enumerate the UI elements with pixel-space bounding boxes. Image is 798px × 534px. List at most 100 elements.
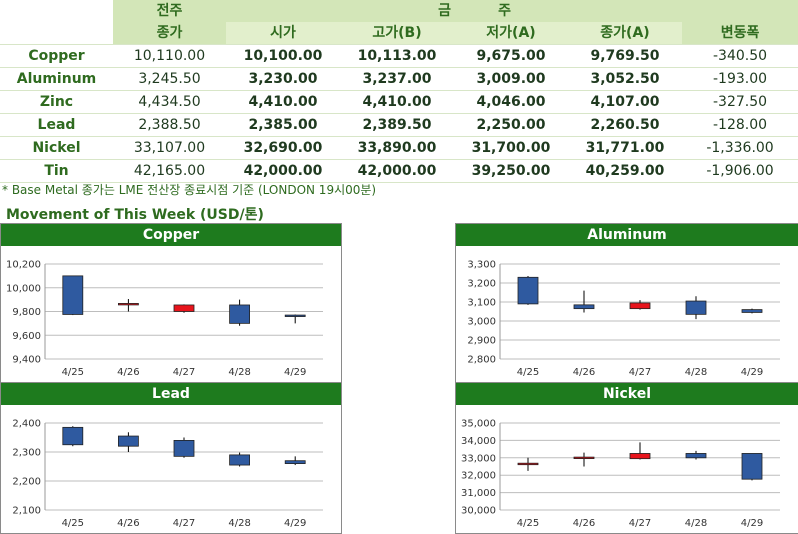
- chart-title: Lead: [1, 383, 341, 405]
- y-tick-label: 9,400: [12, 355, 41, 366]
- y-tick-label: 3,100: [467, 298, 496, 309]
- candle-body: [229, 304, 251, 324]
- x-tick-label: 4/29: [284, 518, 306, 529]
- change-cell: -340.50: [682, 44, 798, 68]
- candle-body: [517, 462, 539, 466]
- candle-body: [118, 435, 139, 447]
- candle-body: [229, 454, 251, 466]
- open-cell: 2,385.00: [226, 113, 340, 137]
- candle-body: [173, 304, 195, 312]
- table-row: Zinc 4,434.50 4,410.00 4,410.00 4,046.00 4,10…: [0, 90, 798, 114]
- y-tick-label: 32,000: [461, 471, 496, 482]
- change-cell: -1,336.00: [682, 136, 798, 160]
- chart-panel-nickel: Nickel 30,000 31,000 32,000 33,000 34,000 35,…: [455, 382, 798, 534]
- x-tick-label: 4/26: [117, 367, 139, 378]
- y-tick-label: 2,800: [467, 355, 496, 366]
- x-tick-label: 4/26: [573, 367, 595, 378]
- table-row: Aluminum 3,245.50 3,230.00 3,237.00 3,009.00…: [0, 67, 798, 91]
- open-cell: 3,230.00: [226, 67, 340, 91]
- x-tick-label: 4/26: [117, 518, 139, 529]
- y-tick-label: 2,100: [12, 506, 41, 517]
- table-row: Copper 10,110.00 10,100.00 10,113.00 9,675.0…: [0, 44, 798, 68]
- open-cell: 42,000.00: [226, 159, 340, 183]
- chart-panel-lead: Lead 2,100 2,200 2,300 2,400 4/25 4/26 4/27 4/2…: [0, 382, 342, 534]
- metal-name: Zinc: [0, 90, 113, 114]
- y-tick-label: 2,200: [12, 477, 41, 488]
- chart-panel-aluminum: Aluminum 2,800 2,900 3,000 3,100 3,200 3,300 4…: [455, 223, 798, 383]
- header-open: 시가: [226, 22, 340, 45]
- y-tick-label: 31,000: [461, 488, 496, 499]
- close-cell: 2,260.50: [568, 113, 682, 137]
- close-cell: 31,771.00: [568, 136, 682, 160]
- copper-candlestick-chart: 9,400 9,600 9,800 10,000 10,200 4/25 4/26 4/27 4…: [6, 260, 323, 378]
- section-title: Movement of This Week (USD/톤): [6, 207, 264, 223]
- candle-body: [517, 276, 539, 305]
- x-tick-label: 4/25: [62, 367, 84, 378]
- x-tick-label: 4/27: [173, 518, 195, 529]
- metal-name: Tin: [0, 159, 113, 183]
- prev-close-cell: 33,107.00: [113, 136, 226, 160]
- candle-body: [685, 300, 707, 315]
- y-tick-label: 3,300: [467, 260, 496, 271]
- change-cell: -193.00: [682, 67, 798, 91]
- candle-body: [118, 303, 139, 306]
- candle-body: [741, 309, 763, 313]
- nickel-candlestick-chart: 30,000 31,000 32,000 33,000 34,000 35,000 4/25…: [461, 419, 780, 529]
- metal-name: Nickel: [0, 136, 113, 160]
- y-tick-label: 34,000: [461, 436, 496, 447]
- y-tick-label: 2,300: [12, 448, 41, 459]
- x-tick-label: 4/28: [685, 518, 707, 529]
- y-tick-label: 10,200: [6, 260, 41, 271]
- high-cell: 3,237.00: [340, 67, 454, 91]
- prev-close-cell: 42,165.00: [113, 159, 226, 183]
- x-tick-label: 4/27: [629, 518, 651, 529]
- header-close: 종가(A): [568, 22, 682, 45]
- candle-body: [741, 453, 763, 480]
- y-tick-label: 35,000: [461, 419, 496, 430]
- x-tick-label: 4/25: [517, 367, 539, 378]
- header-this-week-a: 금: [438, 3, 452, 19]
- metal-name: Aluminum: [0, 67, 113, 91]
- low-cell: 31,700.00: [454, 136, 568, 160]
- x-tick-label: 4/29: [741, 518, 763, 529]
- low-cell: 39,250.00: [454, 159, 568, 183]
- open-cell: 4,410.00: [226, 90, 340, 114]
- x-tick-label: 4/28: [685, 367, 707, 378]
- chart-panel-copper: Copper 9,400 9,600 9,800 10,000 10,200 4/25 4/…: [0, 223, 342, 383]
- y-tick-label: 30,000: [461, 506, 496, 517]
- candle-body: [284, 460, 306, 465]
- header-high: 고가(B): [340, 22, 454, 45]
- x-tick-label: 4/28: [228, 367, 250, 378]
- high-cell: 10,113.00: [340, 44, 454, 68]
- low-cell: 4,046.00: [454, 90, 568, 114]
- high-cell: 42,000.00: [340, 159, 454, 183]
- change-cell: -128.00: [682, 113, 798, 137]
- y-tick-label: 3,200: [467, 279, 496, 290]
- metal-name: Copper: [0, 44, 113, 68]
- open-cell: 32,690.00: [226, 136, 340, 160]
- candle-body: [62, 275, 84, 315]
- change-cell: -1,906.00: [682, 159, 798, 183]
- x-tick-label: 4/29: [284, 367, 306, 378]
- prev-close-cell: 3,245.50: [113, 67, 226, 91]
- chart-title: Aluminum: [456, 224, 798, 246]
- chart-title: Copper: [1, 224, 341, 246]
- candle-body: [629, 302, 651, 310]
- x-tick-label: 4/27: [629, 367, 651, 378]
- footnote: * Base Metal 종가는 LME 전산장 종료시점 기준 (LONDON…: [2, 183, 377, 197]
- prev-close-cell: 4,434.50: [113, 90, 226, 114]
- header-change: 변동폭: [682, 22, 798, 45]
- y-tick-label: 2,900: [467, 336, 496, 347]
- x-tick-label: 4/28: [228, 518, 250, 529]
- high-cell: 2,389.50: [340, 113, 454, 137]
- table-header-row-2: 종가 시가 고가(B) 저가(A) 종가(A) 변동폭: [0, 22, 798, 45]
- header-this-week-b: 주: [498, 3, 512, 19]
- x-tick-label: 4/26: [573, 518, 595, 529]
- close-cell: 9,769.50: [568, 44, 682, 68]
- header-prev-week: 전주: [113, 0, 226, 22]
- low-cell: 2,250.00: [454, 113, 568, 137]
- aluminum-candlestick-chart: 2,800 2,900 3,000 3,100 3,200 3,300 4/25 4/26 4/…: [467, 260, 780, 378]
